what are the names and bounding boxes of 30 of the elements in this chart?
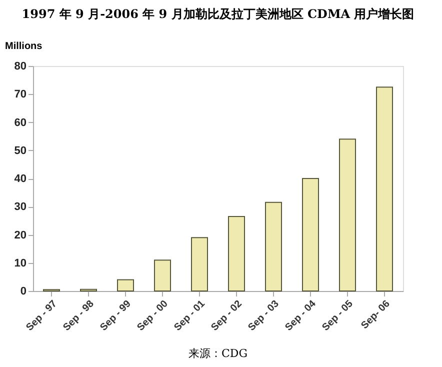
chart-title: 1997 年 9 月-2006 年 9 月加勒比及拉丁美洲地区 CDMA 用户增长图 <box>22 7 414 21</box>
bar <box>339 138 356 292</box>
bar <box>228 216 245 292</box>
x-tick-label: Sep - 99 <box>98 298 134 334</box>
x-tick-label: Sep - 00 <box>135 298 171 334</box>
x-tick-label: Sep- 06 <box>359 298 393 332</box>
y-tick-label: 80 <box>14 60 26 72</box>
y-tick-label: 20 <box>14 229 26 242</box>
y-axis-title: Millions <box>5 41 43 52</box>
bar <box>302 178 319 292</box>
x-tick-label: Sep - 03 <box>246 298 282 334</box>
bar <box>117 279 134 292</box>
y-tick-label: 60 <box>14 116 26 129</box>
y-tick-label: 40 <box>14 173 26 185</box>
bar <box>265 202 282 292</box>
source-note: 来源：CDG <box>188 347 248 360</box>
y-tick-label: 30 <box>14 201 26 214</box>
x-tick-label: Sep - 98 <box>61 298 97 334</box>
x-tick-label: Sep - 97 <box>24 298 60 334</box>
y-tick-label: 10 <box>14 257 26 270</box>
y-tick-label: 50 <box>14 144 26 157</box>
bar <box>376 86 393 292</box>
bar <box>191 237 208 292</box>
x-tick-label: Sep - 01 <box>172 298 208 334</box>
x-tick-label: Sep - 02 <box>209 298 245 334</box>
y-tick-label: 70 <box>14 88 26 101</box>
y-tick-label: 0 <box>20 286 26 298</box>
x-tick-label: Sep - 04 <box>283 298 319 334</box>
bar <box>154 260 171 292</box>
x-tick-label: Sep - 05 <box>320 298 356 334</box>
